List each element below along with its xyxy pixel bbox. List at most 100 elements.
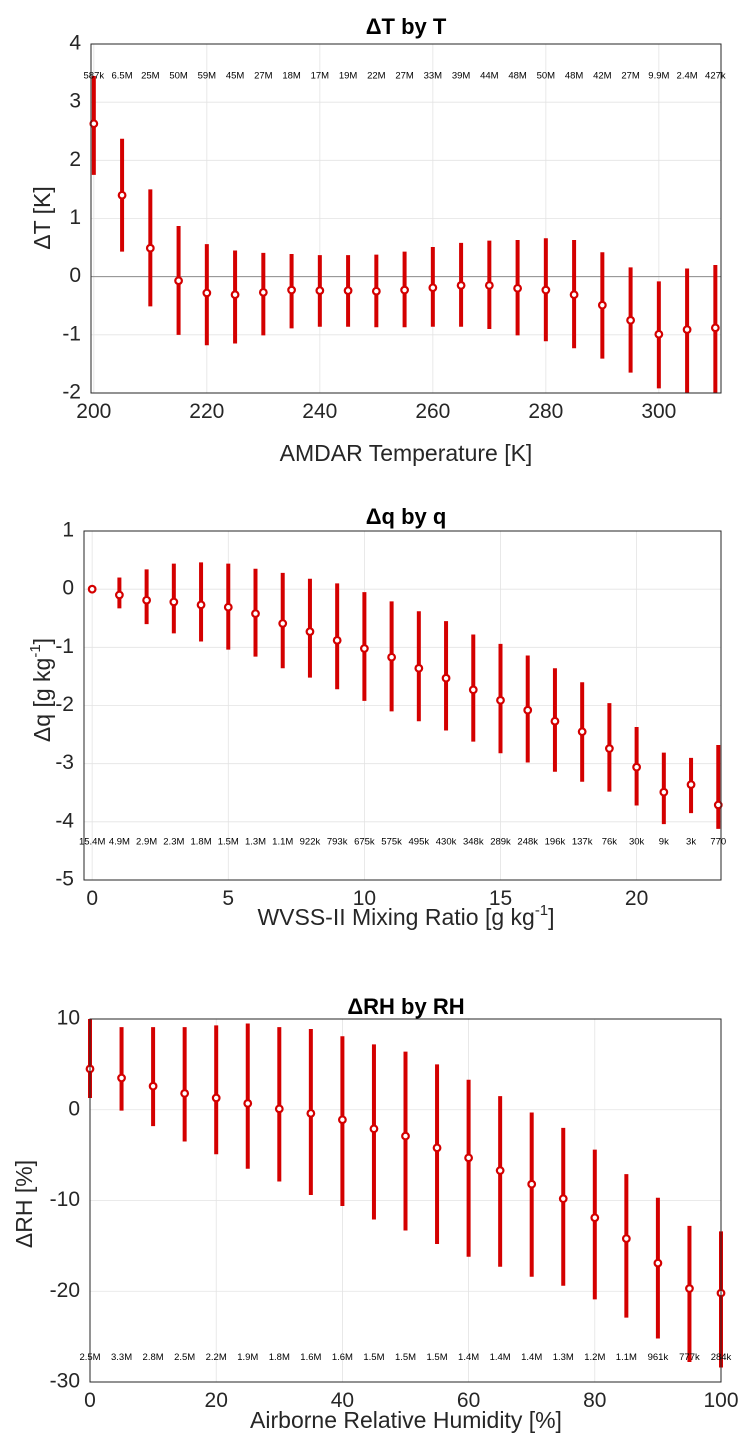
y-tick-label: 1 [62,519,74,542]
y-tick-label: 0 [68,1097,80,1120]
panel-delta-t-by-t: ΔT by T AMDAR Temperature [K] ΔT [K] 587… [29,14,726,466]
y-tick-label: -4 [55,809,74,832]
mean-marker [654,329,664,339]
mean-marker [484,280,494,290]
plot-frame [83,530,722,881]
mean-marker [117,1073,126,1083]
count-label: 39M [452,71,471,82]
y-tick-label: -1 [62,322,81,345]
mean-marker [89,119,99,129]
x-tick-label: 300 [641,400,676,423]
count-label: 430k [436,837,457,848]
mean-marker [387,652,397,662]
y-tick-label: 2 [69,148,81,171]
count-label: 1.5M [218,837,239,848]
x-axis-label: Airborne Relative Humidity [%] [250,1407,562,1433]
x-axis-label-superscript: -1 [535,902,548,919]
count-label: 1.4M [521,1352,542,1363]
count-label: 1.2M [584,1352,605,1363]
y-axis-label: ΔT [K] [29,186,55,250]
x-tick-label: 80 [583,1389,606,1412]
mean-marker [202,288,212,298]
mean-marker [456,280,466,290]
x-tick-label: 20 [625,887,648,910]
count-label: 1.1M [272,837,293,848]
count-label: 248k [517,837,538,848]
mean-marker [371,286,381,296]
y-axis-label-main: Δq [g kg [29,658,55,742]
count-label: 587k [84,71,105,82]
x-tick-label: 0 [84,1389,96,1412]
count-label: 777k [679,1352,700,1363]
count-label: 1.1M [616,1352,637,1363]
x-axis-label: AMDAR Temperature [K] [280,440,533,466]
count-label: 770 [710,837,726,848]
count-label: 575k [381,837,402,848]
count-label: 30k [629,837,645,848]
count-label: 675k [354,837,375,848]
mean-marker [432,1143,442,1153]
count-label: 495k [409,837,430,848]
count-label: 1.5M [363,1352,384,1363]
mean-marker [401,1131,410,1141]
chart-title: Δq by q [366,504,447,529]
x-tick-label: 260 [415,400,450,423]
count-label: 289k [490,837,511,848]
y-tick-label: -2 [55,693,74,716]
panel-delta-q-by-q: Δq by q WVSS-II Mixing Ratio [g kg-1] Δq… [27,504,726,930]
mean-marker [278,619,288,628]
y-axis-label-superscript: -1 [27,644,44,657]
mean-marker [274,1104,284,1114]
x-tick-label: 5 [222,887,234,910]
x-tick-label: 10 [353,887,376,910]
x-tick-label: 100 [703,1389,738,1412]
chart-title: ΔRH by RH [347,994,464,1019]
count-label: 427k [705,71,726,82]
count-label: 2.8M [143,1352,164,1363]
mean-marker [142,595,152,605]
y-tick-label: -1 [55,635,74,658]
y-tick-label: 4 [69,32,81,55]
mean-marker [653,1258,663,1268]
count-label: 42M [593,71,612,82]
count-label: 1.6M [300,1352,321,1363]
count-label: 348k [463,837,484,848]
count-label: 2.3M [163,837,184,848]
mean-marker [343,286,353,296]
mean-marker [414,663,424,673]
mean-marker [400,285,409,295]
mean-marker [180,1089,190,1098]
mean-marker [359,644,369,653]
mean-marker [243,1098,253,1108]
count-label: 22M [367,71,386,82]
y-tick-label: -20 [50,1279,80,1302]
x-axis-label-end: ] [548,904,554,930]
x-tick-label: 240 [302,400,337,423]
count-label: 6.5M [112,71,133,82]
mean-marker [258,287,268,297]
count-label: 1.5M [395,1352,416,1363]
count-label: 1.5M [426,1352,447,1363]
count-label: 922k [300,837,321,848]
mean-marker [632,762,642,772]
count-label: 48M [508,71,527,82]
mean-marker [513,283,522,293]
x-tick-label: 280 [528,400,563,423]
mean-marker [117,190,127,200]
count-label: 2.4M [677,71,698,82]
count-label: 33M [424,71,443,82]
mean-marker [550,716,560,726]
count-label: 25M [141,71,160,82]
mean-marker [710,323,720,333]
x-tick-label: 0 [86,887,98,910]
mean-marker [541,285,551,295]
count-label: 50M [169,71,188,82]
count-label: 1.4M [458,1352,479,1363]
count-label: 19M [339,71,358,82]
y-tick-label: -10 [50,1188,80,1211]
y-tick-label: -5 [55,868,74,891]
count-label: 76k [602,837,618,848]
mean-marker [626,315,635,325]
mean-marker [523,705,533,715]
